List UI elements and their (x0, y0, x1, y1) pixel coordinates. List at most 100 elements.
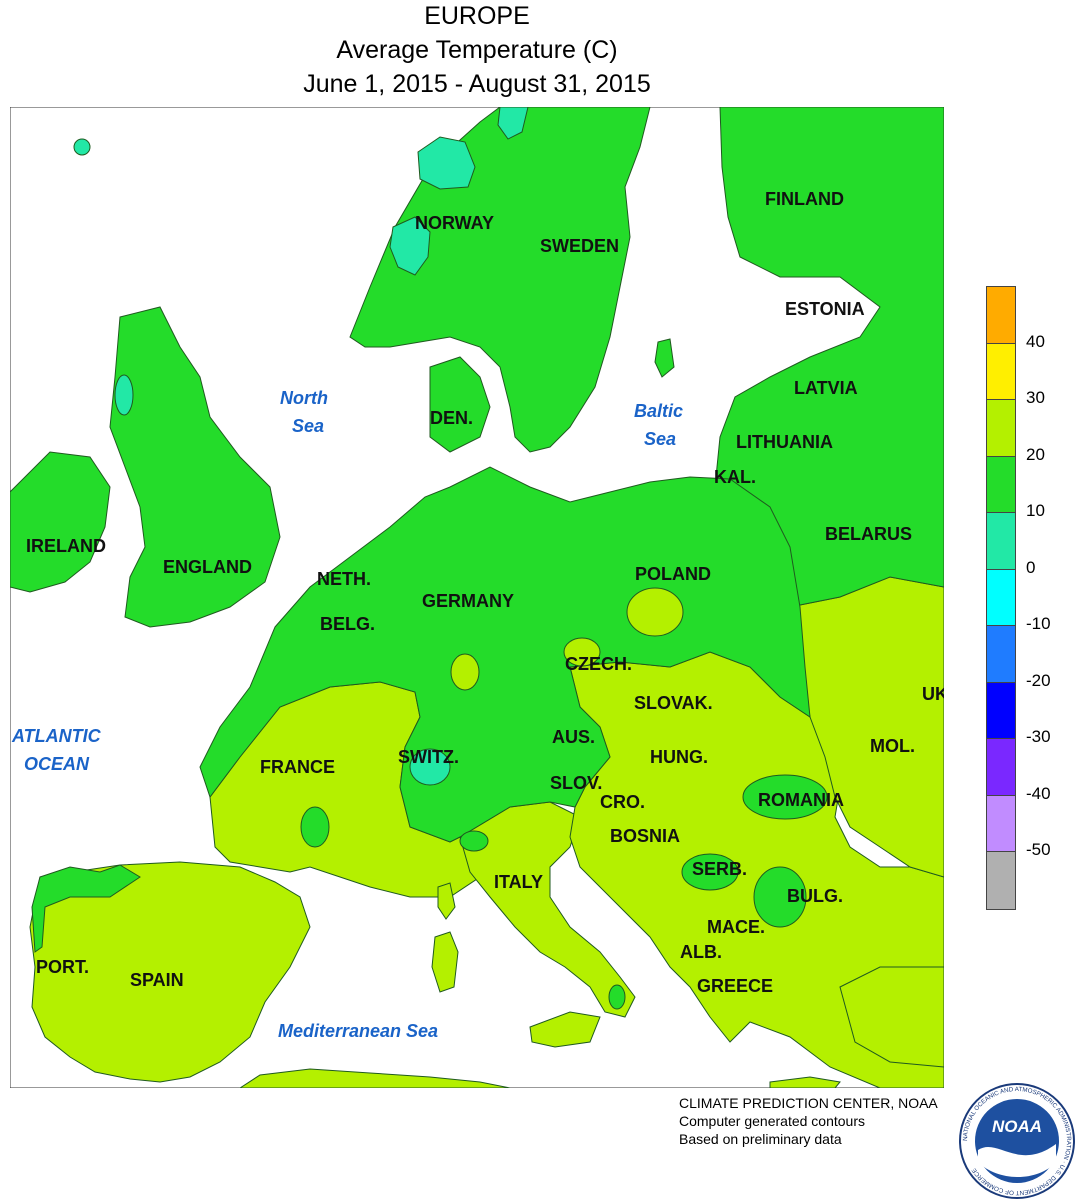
romania-mild-pocket (742, 774, 828, 820)
label-belarus: BELARUS (825, 524, 912, 544)
legend-band-0 (987, 287, 1015, 344)
turkey-warm-region (839, 966, 944, 1068)
label-sweden: SWEDEN (540, 236, 619, 256)
gotland-mild (654, 338, 675, 378)
germany-warm-pocket (450, 653, 480, 691)
label-serb: SERB. (692, 859, 747, 879)
label-kal: KAL. (714, 467, 756, 487)
label-czech: CZECH. (565, 654, 632, 674)
label-switz: SWITZ. (398, 747, 459, 767)
legend-band-10 (987, 852, 1015, 909)
temperature-map: FINLAND NORWAY SWEDEN ESTONIA LATVIA LIT… (10, 107, 944, 1088)
label-north-sea-1: North (280, 388, 328, 408)
legend-band-5 (987, 569, 1015, 626)
label-slovak: SLOVAK. (634, 693, 713, 713)
label-norway: NORWAY (415, 213, 494, 233)
serbia-mild-pocket (681, 853, 739, 891)
label-lithuania: LITHUANIA (736, 432, 833, 452)
label-neth: NETH. (317, 569, 371, 589)
label-estonia: ESTONIA (785, 299, 865, 319)
legend-tick: 0 (1026, 557, 1036, 577)
legend-tick: -10 (1026, 614, 1051, 633)
label-uk: UK (922, 684, 944, 704)
label-finland: FINLAND (765, 189, 844, 209)
scotland-cool-pocket (114, 374, 134, 416)
label-cro: CRO. (600, 792, 645, 812)
legend-band-8 (987, 739, 1015, 796)
denmark-mild-region (429, 356, 491, 453)
legend-tick: -30 (1026, 727, 1051, 746)
legend-tick: -40 (1026, 783, 1051, 803)
label-port: PORT. (36, 957, 89, 977)
noaa-logo-text: NOAA (992, 1117, 1042, 1136)
credit-line-1: CLIMATE PREDICTION CENTER, NOAA (679, 1095, 938, 1111)
label-england: ENGLAND (163, 557, 252, 577)
czech-warm-pocket (563, 637, 601, 667)
calabria-mild-pocket (608, 984, 626, 1010)
label-north-sea-2: Sea (292, 416, 324, 436)
norway-cool-pocket-north (417, 136, 476, 190)
label-france: FRANCE (260, 757, 335, 777)
iceland-cool-speck (73, 138, 91, 156)
credit-line-3: Based on preliminary data (679, 1131, 842, 1147)
france-mild-pocket (300, 806, 330, 848)
legend-band-9 (987, 795, 1015, 852)
label-italy: ITALY (494, 872, 543, 892)
legend-tick: 40 (1026, 331, 1045, 351)
label-belg: BELG. (320, 614, 375, 634)
label-alb: ALB. (680, 942, 722, 962)
label-baltic-sea-1: Baltic (634, 401, 683, 421)
label-spain: SPAIN (130, 970, 184, 990)
ireland-mild-region (10, 451, 111, 593)
label-bulg: BULG. (787, 886, 843, 906)
iberia-warm-region (29, 861, 311, 1083)
legend-band-7 (987, 682, 1015, 739)
label-mol: MOL. (870, 736, 915, 756)
portugal-coast-mild (31, 864, 141, 953)
italy-mild-pocket (459, 830, 489, 852)
label-hung: HUNG. (650, 747, 708, 767)
label-slov: SLOV. (550, 773, 602, 793)
label-greece: GREECE (697, 976, 773, 996)
noaa-logo-icon: NATIONAL OCEANIC AND ATMOSPHERIC ADMINIS… (959, 1083, 1075, 1199)
label-poland: POLAND (635, 564, 711, 584)
credits: CLIMATE PREDICTION CENTER, NOAA Computer… (679, 1094, 938, 1148)
temperature-legend (986, 286, 1016, 910)
label-latvia: LATVIA (794, 378, 858, 398)
central-europe-mild-region (199, 466, 811, 843)
legend-tick: 10 (1026, 501, 1045, 520)
label-baltic-sea-2: Sea (644, 429, 676, 449)
credit-line-2: Computer generated contours (679, 1113, 865, 1129)
label-bosnia: BOSNIA (610, 826, 680, 846)
alps-cool-pocket (409, 748, 451, 786)
label-germany: GERMANY (422, 591, 514, 611)
label-atlantic-2: OCEAN (24, 754, 90, 774)
map-title-variable: Average Temperature (C) (336, 36, 618, 64)
legend-tick: 30 (1026, 388, 1045, 407)
bulgaria-mild-pocket (753, 866, 807, 928)
lapland-cool-pocket (497, 107, 529, 140)
legend-band-3 (987, 456, 1015, 513)
label-mediterranean: Mediterranean Sea (278, 1021, 438, 1041)
map-title-period: June 1, 2015 - August 31, 2015 (303, 70, 651, 98)
british-isles-mild-region (109, 306, 281, 628)
label-den: DEN. (430, 408, 473, 428)
finland-baltic-mild-region (714, 107, 944, 608)
label-atlantic-1: ATLANTIC (11, 726, 102, 746)
label-ireland: IRELAND (26, 536, 106, 556)
label-aus: AUS. (552, 727, 595, 747)
crete-warm (769, 1076, 841, 1088)
sardinia-warm (431, 931, 459, 993)
label-mace: MACE. (707, 917, 765, 937)
legend-band-1 (987, 343, 1015, 400)
sicily-warm (529, 1011, 601, 1048)
corsica-warm (437, 882, 456, 920)
legend-tick: 20 (1026, 444, 1045, 464)
scandinavia-mild-region (349, 107, 651, 453)
norway-cool-pocket-south (389, 216, 431, 276)
map-title-region: EUROPE (424, 2, 530, 30)
label-romania: ROMANIA (758, 790, 844, 810)
legend-band-4 (987, 513, 1015, 570)
legend-band-6 (987, 626, 1015, 683)
legend-tick: -20 (1026, 670, 1051, 690)
